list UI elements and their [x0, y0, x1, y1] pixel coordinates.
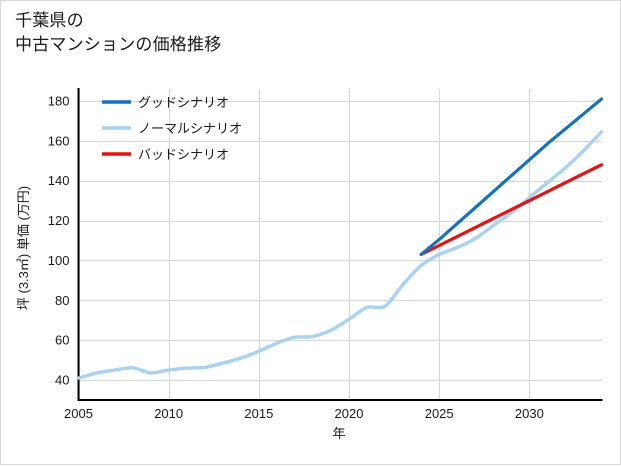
x-tick-label: 2005: [64, 406, 93, 421]
y-tick-label: 60: [55, 333, 69, 348]
x-tick-labels-group: 2005 2010 2015 2020 2025 2030: [64, 406, 544, 421]
x-tick-label: 2030: [515, 406, 544, 421]
x-tick-label: 2020: [335, 406, 364, 421]
series-line: [419, 163, 604, 257]
chart-title-line1: 千葉県の: [15, 11, 84, 30]
y-tick-labels-group: 40 60 80 100 120 140 160 180: [48, 93, 70, 387]
y-tick-label: 180: [48, 93, 70, 108]
legend-label: グッドシナリオ: [138, 95, 229, 110]
series-line: [419, 97, 604, 257]
y-tick-label: 80: [55, 293, 69, 308]
chart-title-line2: 中古マンションの価格推移: [15, 35, 222, 54]
y-tick-label: 120: [48, 213, 70, 228]
y-tick-label: 140: [48, 173, 70, 188]
series-line: [76, 130, 604, 380]
x-tick-label: 2010: [154, 406, 183, 421]
legend-label: ノーマルシナリオ: [138, 121, 242, 136]
y-tick-label: 100: [48, 253, 70, 268]
series-group: [76, 97, 604, 380]
y-axis-title: 坪 (3.3㎡) 単価 (万円): [16, 186, 31, 310]
legend-label: バッドシナリオ: [138, 147, 229, 162]
x-tick-label: 2015: [244, 406, 273, 421]
y-tick-label: 160: [48, 133, 70, 148]
x-tick-label: 2025: [425, 406, 454, 421]
gridlines-group: [78, 89, 602, 400]
y-tick-label: 40: [55, 373, 69, 388]
x-axis-title: 年: [332, 426, 345, 441]
chart-title: 千葉県の 中古マンションの価格推移: [15, 9, 221, 57]
axis-lines-group: [77, 88, 603, 401]
